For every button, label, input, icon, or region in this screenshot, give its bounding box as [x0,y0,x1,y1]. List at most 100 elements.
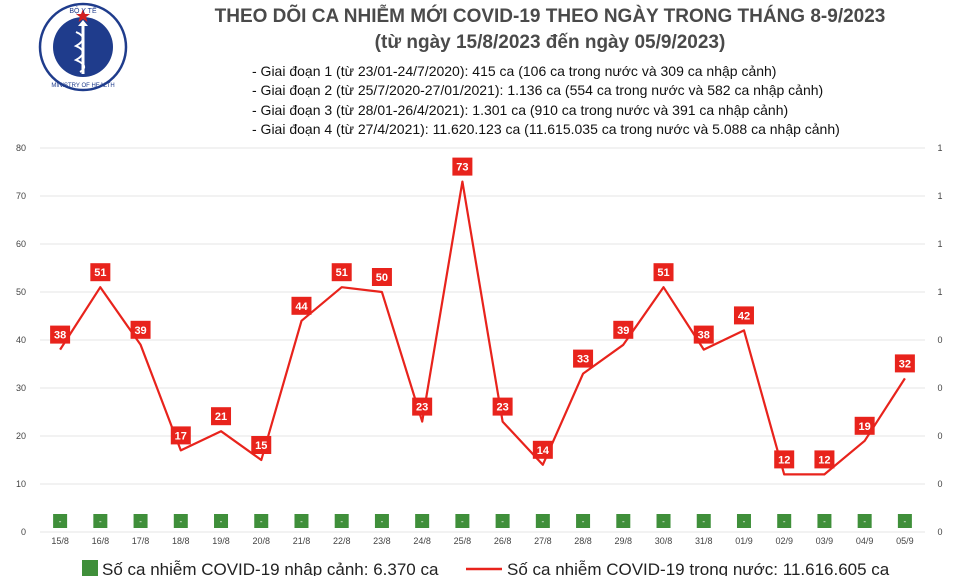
import-bar [415,514,430,528]
y2-tick-label: 0 [937,431,942,441]
import-bar [656,514,671,528]
phase-note: - Giai đoạn 3 (từ 28/01-26/4/2021): 1.30… [252,101,789,118]
import-bar [576,514,591,528]
data-label: 39 [617,325,629,337]
x-tick-label: 17/8 [132,536,150,546]
import-bar-label: - [461,517,464,526]
import-bar-label: - [300,517,303,526]
data-label-box [814,450,835,469]
data-label-box [492,397,513,416]
import-bar-label: - [863,517,866,526]
x-tick-label: 01/9 [735,536,753,546]
import-bar [53,514,68,528]
y2-tick-label: 1 [937,191,942,201]
data-label: 51 [336,267,348,279]
import-bar-label: - [220,517,223,526]
import-bar-label: - [139,517,142,526]
data-label: 12 [778,454,790,466]
import-bar-label: - [99,517,102,526]
y-tick-label: 70 [16,191,26,201]
data-label-box [170,426,191,445]
x-tick-label: 22/8 [333,536,351,546]
import-bar [214,514,229,528]
import-bar-label: - [622,517,625,526]
import-bar [374,514,389,528]
ministry-of-health-logo: BỘ Y TẾ MINISTRY OF HEALTH [38,2,128,92]
data-label: 42 [738,310,750,322]
x-tick-label: 23/8 [373,536,391,546]
import-bar [254,514,269,528]
data-label-box [331,263,352,282]
legend-label-import: Số ca nhiễm COVID-19 nhập cảnh: 6.370 ca [102,560,439,576]
import-bar-label: - [381,517,384,526]
data-label-box [613,320,634,339]
data-label: 44 [295,301,308,313]
import-bar-label: - [823,517,826,526]
y-tick-label: 50 [16,287,26,297]
data-label-box [50,325,71,344]
chart-subtitle: (từ ngày 15/8/2023 đến ngày 05/9/2023) [374,32,726,53]
import-bar [495,514,510,528]
import-bar [535,514,550,528]
import-bar [133,514,148,528]
data-label: 23 [416,402,428,414]
legend-swatch-import [82,560,98,576]
y2-tick-label: 1 [937,287,942,297]
data-label: 32 [899,358,911,370]
data-label: 38 [698,330,710,342]
x-tick-label: 02/9 [775,536,793,546]
import-bar [857,514,872,528]
import-bar [817,514,832,528]
import-bar-label: - [501,517,504,526]
import-bar-label: - [340,517,343,526]
phase-note: - Giai đoạn 2 (từ 25/7/2020-27/01/2021):… [252,82,824,99]
x-tick-label: 15/8 [51,536,69,546]
x-tick-label: 03/9 [816,536,834,546]
data-label: 50 [376,272,388,284]
import-bar-label: - [260,517,263,526]
import-bar [897,514,912,528]
data-label-box [733,306,754,325]
y-tick-label: 20 [16,431,26,441]
chart-title: THEO DÕI CA NHIỄM MỚI COVID-19 THEO NGÀY… [214,6,886,27]
x-tick-label: 25/8 [454,536,472,546]
import-bar-label: - [662,517,665,526]
y-tick-label: 10 [16,479,26,489]
data-label-box [532,440,553,459]
import-bar-label: - [179,517,182,526]
y-tick-label: 60 [16,239,26,249]
import-bar-label: - [702,517,705,526]
data-label: 21 [215,411,227,423]
import-bar [173,514,188,528]
import-bar [93,514,108,528]
y2-tick-label: 1 [937,143,942,153]
legend-label-domestic: Số ca nhiễm COVID-19 trong nước: 11.616.… [507,560,890,576]
data-label: 73 [456,162,468,174]
data-label: 23 [496,402,508,414]
y2-tick-label: 0 [937,335,942,345]
data-label: 38 [54,330,66,342]
data-label-box [211,407,232,426]
x-tick-label: 28/8 [574,536,592,546]
x-tick-label: 16/8 [92,536,110,546]
x-tick-label: 20/8 [252,536,270,546]
data-label-box [412,397,433,416]
phase-notes: - Giai đoạn 1 (từ 23/01-24/7/2020): 415 … [252,62,840,139]
data-label: 39 [134,325,146,337]
data-label: 17 [175,430,187,442]
y2-tick-label: 0 [937,479,942,489]
import-bar [334,514,349,528]
import-bar [777,514,792,528]
data-label: 19 [859,421,871,433]
data-label-box [894,354,915,373]
data-label-box [291,296,312,315]
import-bar-label: - [582,517,585,526]
data-label-box [653,263,674,282]
import-bar-label: - [542,517,545,526]
x-tick-label: 26/8 [494,536,512,546]
import-bar-label: - [421,517,424,526]
phase-note: - Giai đoạn 1 (từ 23/01-24/7/2020): 415 … [252,63,777,79]
data-label-box [90,263,111,282]
import-bar-label: - [904,517,907,526]
data-label: 12 [818,454,830,466]
